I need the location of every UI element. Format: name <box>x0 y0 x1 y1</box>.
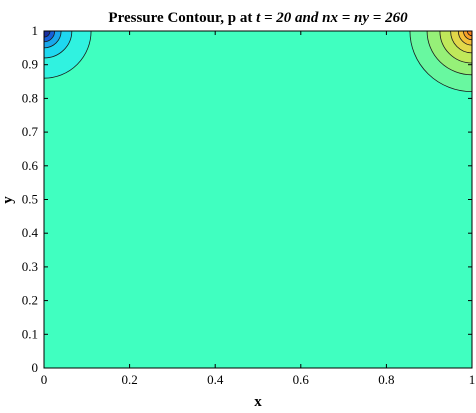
y-tick-label: 0.2 <box>22 293 38 308</box>
y-tick-label: 0.6 <box>22 158 39 173</box>
chart-title: Pressure Contour, p at t = 20 and nx = n… <box>108 10 408 26</box>
y-tick-label: 0.8 <box>22 90 38 105</box>
y-axis-label: y <box>0 196 16 204</box>
y-tick-label: 0.1 <box>22 326 38 341</box>
plot-background <box>44 31 472 368</box>
x-axis: 0 0.2 0.4 0.6 0.8 1 <box>41 31 476 387</box>
y-tick-label: 0.3 <box>22 259 38 274</box>
x-tick-label: 1 <box>469 372 476 387</box>
x-tick-label: 0.2 <box>121 372 137 387</box>
x-axis-label: x <box>254 394 262 410</box>
y-tick-label: 1 <box>32 23 39 38</box>
y-axis: 0 0.1 0.2 0.3 0.4 0.5 0.6 0.7 0.8 0.9 1 <box>22 23 472 375</box>
y-tick-label: 0.4 <box>22 225 39 240</box>
y-tick-label: 0.5 <box>22 192 38 207</box>
x-tick-label: 0.8 <box>378 372 394 387</box>
x-tick-label: 0.4 <box>207 372 224 387</box>
top-left-low-pressure-level-5 <box>44 31 51 38</box>
x-tick-label: 0 <box>41 372 48 387</box>
y-tick-label: 0.7 <box>22 124 39 139</box>
y-tick-label: 0.9 <box>22 57 38 72</box>
x-tick-label: 0.6 <box>293 372 310 387</box>
y-tick-label: 0 <box>32 360 39 375</box>
